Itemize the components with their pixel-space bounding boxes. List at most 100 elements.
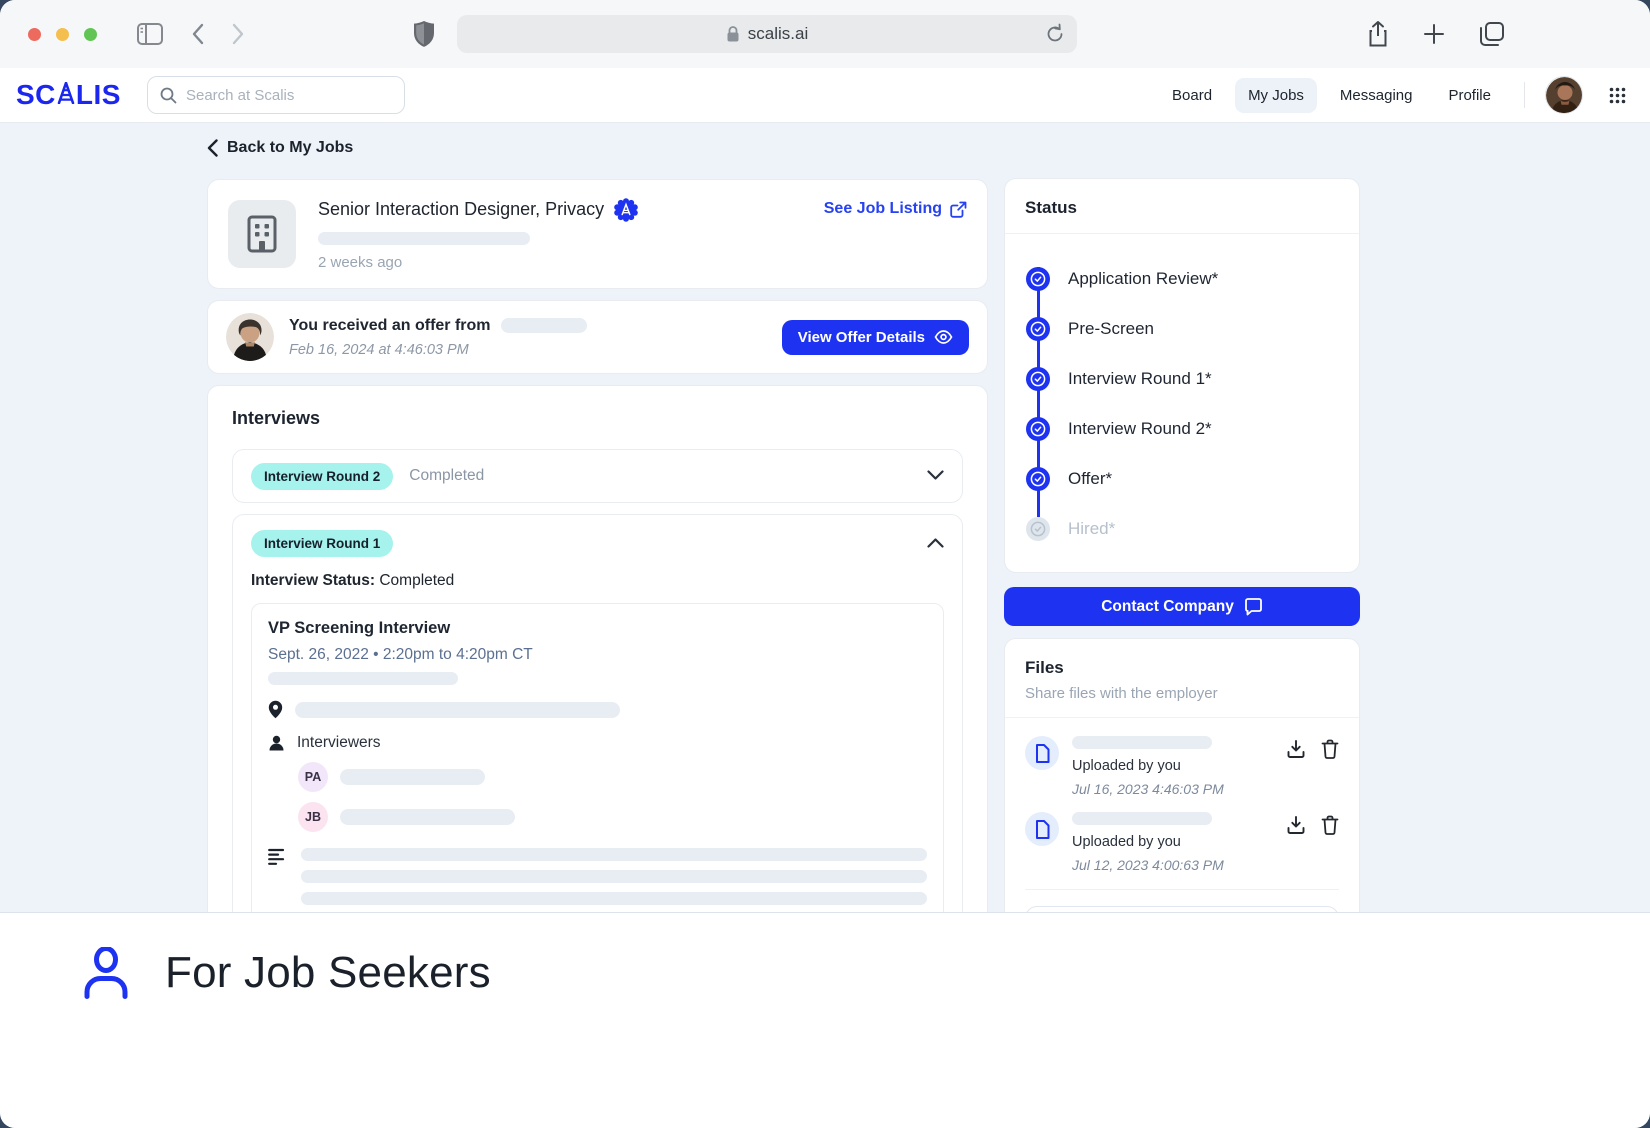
job-title: Senior Interaction Designer, Privacy: [318, 199, 605, 219]
event-datetime: Sept. 26, 2022 • 2:20pm to 4:20pm CT: [268, 646, 533, 663]
skeleton-bar: [1072, 812, 1212, 825]
search-input[interactable]: [185, 86, 392, 104]
back-to-my-jobs-link[interactable]: Back to My Jobs: [207, 139, 988, 157]
interview-status-label: Interview Status:: [251, 572, 376, 589]
nav-divider: [1524, 82, 1525, 108]
nav-item-board[interactable]: Board: [1172, 86, 1213, 104]
status-step-label: Hired*: [1068, 519, 1116, 538]
skeleton-bar: [318, 231, 530, 245]
browser-toolbar: scalis.ai: [0, 0, 1650, 68]
skeleton-bar: [301, 870, 927, 883]
files-heading: Files: [1025, 658, 1064, 677]
chat-bubble-icon: [1244, 597, 1262, 615]
offer-message: You received an offer from: [289, 316, 491, 334]
user-avatar[interactable]: [1545, 76, 1583, 114]
apps-grid-icon[interactable]: [1609, 87, 1626, 104]
person-icon: [269, 735, 284, 750]
forward-icon[interactable]: [232, 23, 245, 45]
status-step-hired: Hired*: [1025, 504, 1339, 554]
address-bar[interactable]: scalis.ai: [457, 15, 1077, 53]
status-panel: Status Application Review* Pre-Screen In…: [1004, 178, 1360, 573]
timeline-connector: [1036, 267, 1040, 517]
status-step-label: Pre-Screen: [1068, 319, 1154, 338]
check-badge-icon: [1026, 367, 1050, 391]
interview-round-2-row[interactable]: Interview Round 2 Completed: [232, 449, 963, 503]
reload-icon[interactable]: [1045, 23, 1065, 50]
skeleton-bar: [340, 809, 515, 825]
interviewer-initials: PA: [298, 762, 328, 792]
notes-skeleton: [301, 848, 927, 927]
status-step-label: Interview Round 2*: [1068, 419, 1212, 438]
nav-item-my-jobs[interactable]: My Jobs: [1235, 77, 1317, 113]
scalis-logo[interactable]: SC LIS: [16, 79, 121, 111]
location-pin-icon: [268, 700, 283, 719]
chevron-up-icon[interactable]: [927, 535, 944, 553]
file-row: Uploaded by you Jul 12, 2023 4:00:63 PM: [1025, 812, 1339, 873]
skeleton-bar: [340, 769, 485, 785]
skeleton-bar: [268, 672, 458, 685]
back-icon[interactable]: [191, 23, 204, 45]
traffic-lights: [28, 27, 97, 41]
nav-item-profile[interactable]: Profile: [1448, 86, 1491, 104]
lock-icon: [726, 25, 740, 43]
job-summary-card: Senior Interaction Designer, Privacy 2 w…: [207, 179, 988, 289]
privacy-shield-icon[interactable]: [413, 20, 435, 48]
file-date: Jul 16, 2023 4:46:03 PM: [1072, 781, 1224, 797]
minimize-window-button[interactable]: [56, 27, 69, 41]
chevron-down-icon[interactable]: [927, 467, 944, 485]
zoom-window-button[interactable]: [84, 27, 97, 41]
see-job-listing-label: See Job Listing: [823, 200, 942, 217]
skeleton-bar: [1072, 736, 1212, 749]
interviewer-row: JB: [298, 802, 927, 832]
url-text: scalis.ai: [747, 24, 809, 43]
global-search[interactable]: [146, 76, 405, 114]
company-logo-placeholder: [228, 200, 296, 268]
new-tab-icon[interactable]: [1423, 23, 1445, 45]
app-navbar: SC LIS Board My Jobs Messaging Profile: [0, 68, 1650, 123]
interviews-card: Interviews Interview Round 2 Completed I…: [207, 385, 988, 987]
status-step-application-review: Application Review*: [1025, 254, 1339, 304]
ladder-a-icon: [57, 82, 75, 104]
interview-round-1-panel: Interview Round 1 Interview Status: Comp…: [232, 514, 963, 962]
view-offer-details-button[interactable]: View Offer Details: [781, 319, 969, 355]
close-window-button[interactable]: [28, 27, 41, 41]
recruiter-avatar: [226, 313, 274, 361]
status-step-label: Offer*: [1068, 469, 1113, 488]
file-uploaded-by: Uploaded by you: [1072, 834, 1181, 850]
delete-icon[interactable]: [1321, 815, 1339, 835]
status-step-pre-screen: Pre-Screen: [1025, 304, 1339, 354]
status-step-interview-round-1: Interview Round 1*: [1025, 354, 1339, 404]
interview-round-2-status: Completed: [409, 467, 485, 484]
interview-status-value: Completed: [379, 572, 455, 589]
sidebar-toggle-icon[interactable]: [137, 23, 163, 45]
check-badge-icon: [1026, 317, 1050, 341]
logo-text-right: LIS: [75, 79, 121, 110]
job-posted-time: 2 weeks ago: [318, 253, 403, 271]
check-badge-icon: [1026, 267, 1050, 291]
see-job-listing-link[interactable]: See Job Listing: [824, 200, 967, 218]
event-title: VP Screening Interview: [268, 619, 451, 637]
search-icon: [160, 87, 177, 104]
building-icon: [247, 215, 277, 253]
file-row: Uploaded by you Jul 16, 2023 4:46:03 PM: [1025, 736, 1339, 797]
logo-text-left: SC: [16, 79, 56, 110]
tab-overview-icon[interactable]: [1479, 21, 1505, 47]
interview-round-2-chip: Interview Round 2: [251, 462, 394, 490]
external-link-icon: [950, 201, 967, 218]
nav-item-messaging[interactable]: Messaging: [1339, 86, 1413, 104]
check-badge-icon: [1026, 417, 1050, 441]
files-subtitle: Share files with the employer: [1025, 685, 1218, 702]
contact-company-button[interactable]: Contact Company: [1004, 587, 1360, 626]
file-uploaded-by: Uploaded by you: [1072, 758, 1181, 774]
interviewer-initials: JB: [298, 802, 328, 832]
share-icon[interactable]: [1367, 20, 1389, 48]
check-badge-icon-pending: [1026, 517, 1050, 541]
job-seeker-person-icon: [84, 947, 128, 999]
download-icon[interactable]: [1286, 815, 1306, 835]
status-step-label: Application Review*: [1068, 269, 1219, 288]
skeleton-bar: [301, 892, 927, 905]
download-icon[interactable]: [1286, 739, 1306, 759]
delete-icon[interactable]: [1321, 739, 1339, 759]
footer-title: For Job Seekers: [165, 948, 491, 997]
